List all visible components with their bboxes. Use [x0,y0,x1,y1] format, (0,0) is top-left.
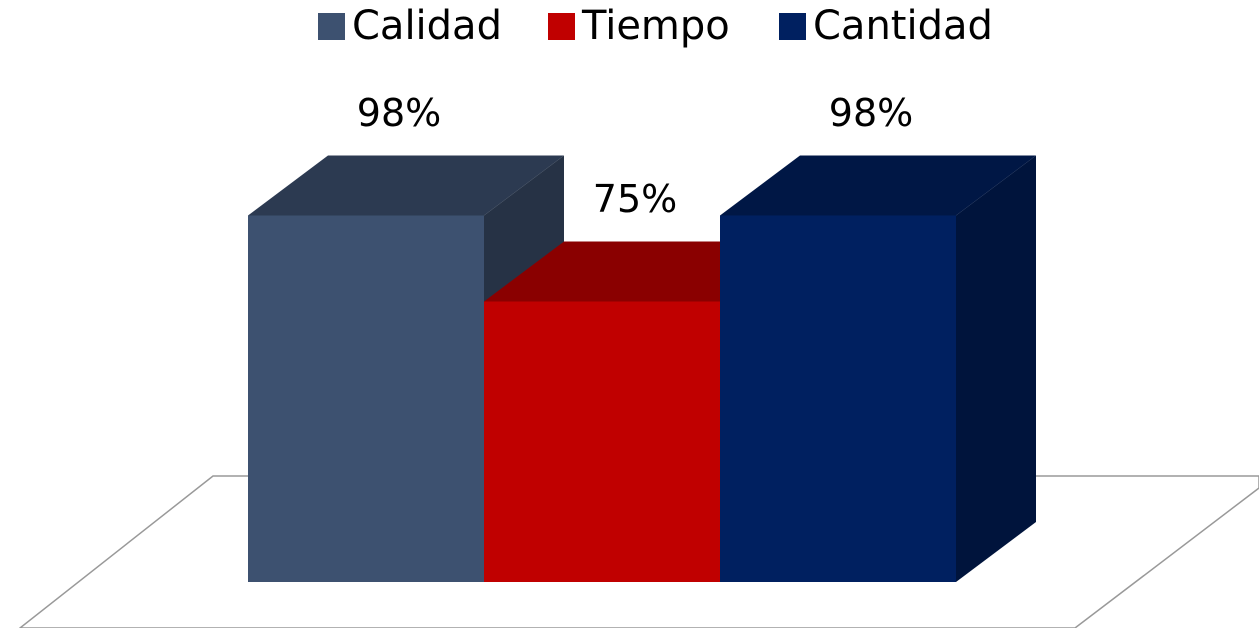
legend-label: Tiempo [581,3,730,49]
legend-label: Calidad [352,3,502,49]
bar-top [248,155,564,216]
legend-swatch [318,13,345,40]
bar-side [956,155,1036,583]
legend-swatch [779,13,806,40]
bar [484,301,720,582]
bar [720,215,956,583]
data-label: 98% [357,91,441,135]
legend-label: Cantidad [813,3,993,49]
bar [248,215,484,583]
bar-top [720,155,1036,216]
data-label: 75% [593,177,677,221]
data-label: 98% [829,91,913,135]
legend-swatch [548,13,575,40]
